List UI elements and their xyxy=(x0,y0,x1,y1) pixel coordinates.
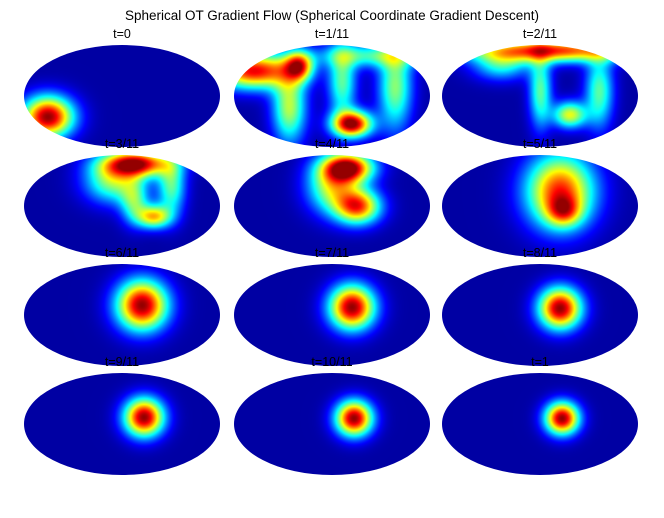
panel-time-label: t=1/11 xyxy=(315,27,349,41)
density-heatmap xyxy=(24,45,220,147)
density-heatmap xyxy=(24,155,220,257)
panel: t=4/11 xyxy=(234,137,430,257)
density-heatmap xyxy=(442,45,638,147)
density-heatmap xyxy=(442,373,638,475)
panel-time-label: t=6/11 xyxy=(105,246,139,260)
density-heatmap xyxy=(234,45,430,147)
panel: t=7/11 xyxy=(234,246,430,366)
panel-time-label: t=0 xyxy=(113,27,131,41)
panel: t=10/11 xyxy=(234,355,430,475)
panel: t=8/11 xyxy=(442,246,638,366)
density-heatmap xyxy=(442,155,638,257)
density-heatmap xyxy=(234,155,430,257)
panel: t=6/11 xyxy=(24,246,220,366)
density-heatmap xyxy=(234,264,430,366)
panel: t=1 xyxy=(442,355,638,475)
panel-time-label: t=5/11 xyxy=(523,137,557,151)
density-heatmap xyxy=(24,373,220,475)
figure-title: Spherical OT Gradient Flow (Spherical Co… xyxy=(125,8,539,23)
density-heatmap xyxy=(24,264,220,366)
panel-time-label: t=8/11 xyxy=(523,246,557,260)
panel-time-label: t=10/11 xyxy=(311,355,352,369)
panel: t=5/11 xyxy=(442,137,638,257)
panel: t=3/11 xyxy=(24,137,220,257)
panel-time-label: t=3/11 xyxy=(105,137,139,151)
panel: t=2/11 xyxy=(442,27,638,147)
panel: t=1/11 xyxy=(234,27,430,147)
panel-time-label: t=1 xyxy=(531,355,549,369)
density-heatmap xyxy=(442,264,638,366)
panel-time-label: t=7/11 xyxy=(315,246,349,260)
panel-grid: t=0 t=1/11 t=2/11 t=3/11 t=4/11 t=5/11 t=6/11 t… xyxy=(24,27,638,475)
panel: t=0 xyxy=(24,27,220,147)
density-heatmap xyxy=(234,373,430,475)
panel-time-label: t=4/11 xyxy=(315,137,349,151)
panel-time-label: t=9/11 xyxy=(105,355,139,369)
panel: t=9/11 xyxy=(24,355,220,475)
panel-time-label: t=2/11 xyxy=(523,27,557,41)
